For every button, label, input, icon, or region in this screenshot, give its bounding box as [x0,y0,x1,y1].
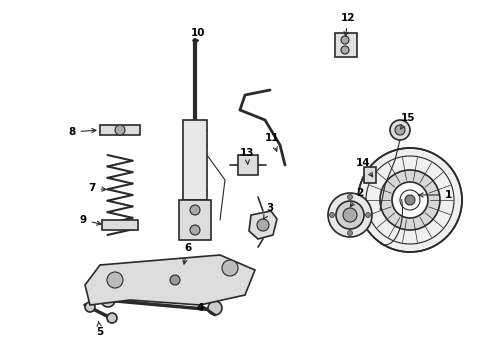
Circle shape [107,313,117,323]
Text: 3: 3 [264,203,273,219]
Bar [364,167,376,183]
Circle shape [222,260,238,276]
Circle shape [392,182,428,218]
Text: 1: 1 [419,190,452,200]
Bar [183,120,207,200]
Circle shape [328,193,372,237]
Circle shape [329,212,335,217]
Text: 8: 8 [69,127,96,137]
Text: 2: 2 [350,188,364,207]
Text: 5: 5 [97,321,103,337]
Circle shape [101,293,115,307]
Text: 12: 12 [341,13,355,36]
Circle shape [343,208,357,222]
Circle shape [380,170,440,230]
Text: 15: 15 [401,113,415,129]
Circle shape [395,125,405,135]
Text: 6: 6 [183,243,192,264]
Text: 7: 7 [88,183,106,193]
Circle shape [208,301,222,315]
Circle shape [347,194,352,199]
Text: 9: 9 [79,215,101,225]
Circle shape [107,272,123,288]
Bar [335,33,357,57]
Circle shape [366,212,370,217]
Circle shape [336,201,364,229]
Bar [102,220,138,230]
Text: 10: 10 [191,28,205,44]
Circle shape [390,120,410,140]
Bar [100,125,140,135]
Circle shape [257,219,269,231]
Circle shape [170,275,180,285]
Text: 4: 4 [196,303,204,313]
Circle shape [85,302,95,312]
Circle shape [190,205,200,215]
Polygon shape [249,211,277,239]
Circle shape [358,148,462,252]
Polygon shape [85,255,255,305]
Circle shape [341,46,349,54]
Circle shape [115,125,125,135]
Bar [179,200,211,240]
Text: 13: 13 [240,148,254,164]
Text: 14: 14 [356,158,373,177]
Circle shape [405,195,415,205]
Circle shape [341,36,349,44]
Circle shape [190,225,200,235]
Text: 11: 11 [265,133,279,151]
Bar [238,155,258,175]
Circle shape [347,230,352,235]
